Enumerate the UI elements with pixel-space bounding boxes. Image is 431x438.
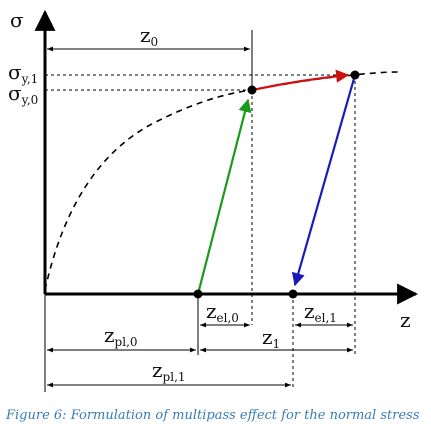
elastic-unloading-arrow <box>291 74 357 287</box>
sigma-y1-label: σy,1 <box>8 60 38 86</box>
sigma-axis-label: σ <box>10 8 24 32</box>
z0-label: z0 <box>140 23 158 49</box>
plastic-increment-arrow <box>251 69 350 92</box>
z1-label: z1 <box>262 325 280 351</box>
z-pl0-label: zpl,0 <box>104 323 138 349</box>
hardening-curve <box>44 71 399 291</box>
state-point-sigma-y1 <box>350 70 360 80</box>
z-el0-label: zel,0 <box>206 299 239 325</box>
elastic-loading-arrow <box>196 98 252 295</box>
z-axis-label: z <box>400 308 411 332</box>
z-el1-label: zel,1 <box>304 299 337 325</box>
sigma-y0-label: σy,0 <box>8 81 38 107</box>
state-point-z-pl1 <box>288 289 298 299</box>
z-pl1-label: zpl,1 <box>152 358 186 384</box>
state-point-z-pl0 <box>193 289 203 299</box>
state-point-sigma-y0 <box>247 85 257 95</box>
figure-caption: Figure 6: Formulation of multipass effec… <box>6 408 420 423</box>
multipass-stress-diagram: σ z σy,1 σy,0 z0 zel,0 zel,1 zpl,0 z1 zp… <box>8 8 419 392</box>
